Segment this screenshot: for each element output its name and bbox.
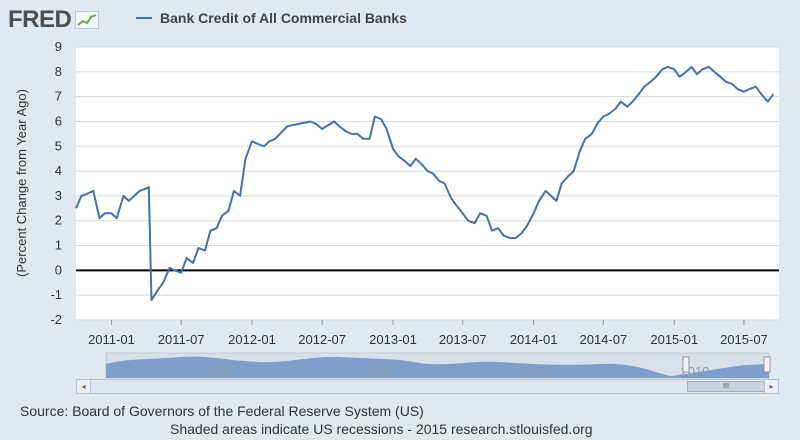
chart-legend[interactable]: Bank Credit of All Commercial Banks <box>136 10 407 26</box>
y-axis-label: (Percent Change from Year Ago) <box>14 89 29 277</box>
y-tick-label: -1 <box>50 287 62 302</box>
scroll-left-arrow-icon[interactable]: ◂ <box>77 380 91 393</box>
navigator[interactable]: 1980 1990 2000 2010 <box>105 352 771 379</box>
navigator-area <box>106 356 769 378</box>
y-tick-label: -2 <box>50 312 62 327</box>
legend-swatch <box>136 17 152 19</box>
navigator-label-1980: 1980 <box>206 364 235 379</box>
fred-logo-text: FRED <box>8 6 72 33</box>
navigator-scrollbar[interactable]: ◂ III ▸ <box>76 379 779 394</box>
x-tick-label: 2012-01 <box>228 332 276 347</box>
navigator-label-1990: 1990 <box>366 364 395 379</box>
y-tick-label: 2 <box>55 213 62 228</box>
scroll-right-arrow-icon[interactable]: ▸ <box>764 380 778 393</box>
fred-logo[interactable]: FRED <box>8 6 100 34</box>
x-tick-label: 2014-07 <box>579 332 627 347</box>
x-tick-label: 2014-01 <box>510 332 558 347</box>
x-tick-label: 2011-01 <box>88 332 135 347</box>
y-tick-label: 3 <box>55 188 62 203</box>
navigator-right-handle[interactable] <box>763 356 771 373</box>
source-text: Source: Board of Governors of the Federa… <box>20 403 424 419</box>
x-tick-label: 2013-07 <box>439 332 487 347</box>
y-tick-label: 8 <box>55 64 62 79</box>
fred-logo-graph-icon <box>75 11 100 29</box>
scrollbar-thumb[interactable]: III <box>687 381 765 392</box>
navigator-label-2000: 2000 <box>523 364 552 379</box>
y-tick-label: 1 <box>55 238 62 253</box>
y-tick-label: 6 <box>55 113 62 128</box>
legend-series-label: Bank Credit of All Commercial Banks <box>160 10 407 26</box>
y-tick-label: 9 <box>55 39 62 54</box>
y-tick-label: 5 <box>55 138 62 153</box>
series-group <box>75 65 775 302</box>
x-tick-label: 2015-07 <box>720 332 768 347</box>
recession-note[interactable]: Shaded areas indicate US recessions - 20… <box>170 421 593 437</box>
x-tick-label: 2015-01 <box>650 332 698 347</box>
navigator-left-handle[interactable] <box>682 356 690 373</box>
x-tick-label: 2013-01 <box>369 332 417 347</box>
y-tick-label: 0 <box>55 262 62 277</box>
series-line-bank-credit[interactable] <box>75 65 775 302</box>
x-tick-label: 2012-07 <box>298 332 346 347</box>
plot-area <box>76 47 779 320</box>
x-tick-label: 2011-07 <box>158 332 205 347</box>
y-axis-ticks: 9 8 7 6 5 4 3 2 1 0 -1 -2 <box>50 39 62 327</box>
x-axis-ticks: 2011-01 2011-07 2012-01 2012-07 2013-01 2013-… <box>88 320 768 347</box>
y-tick-label: 4 <box>55 163 62 178</box>
y-tick-label: 7 <box>55 89 62 104</box>
